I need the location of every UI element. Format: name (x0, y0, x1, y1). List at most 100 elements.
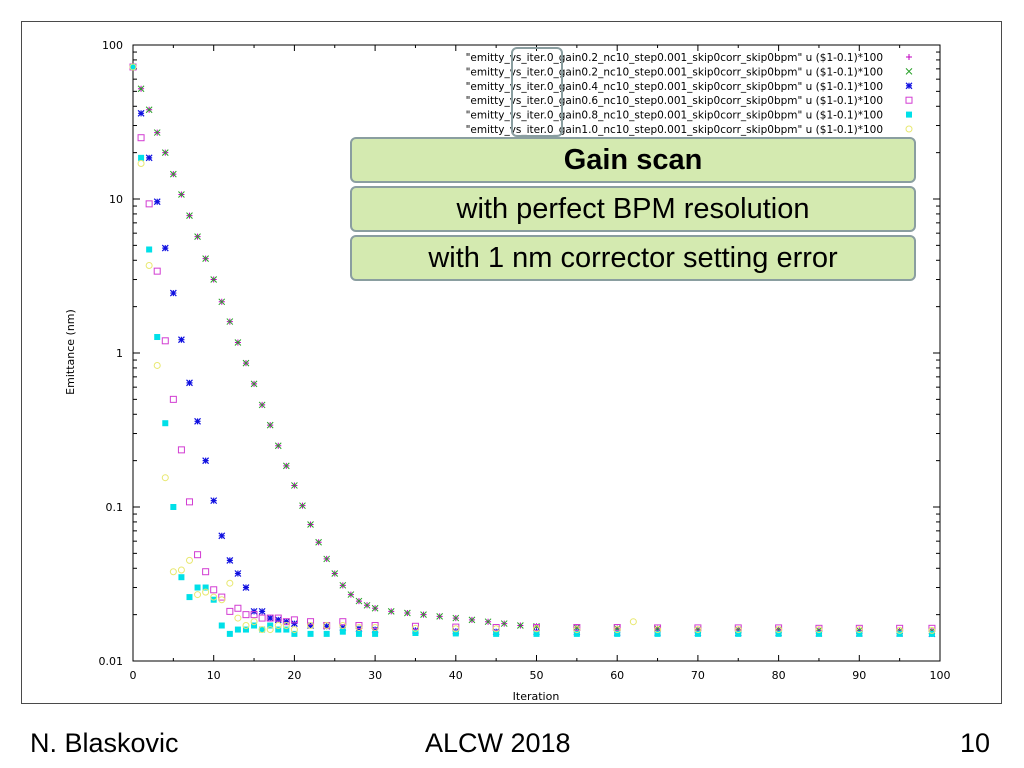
data-point (282, 618, 290, 626)
data-point (146, 246, 153, 253)
data-point (202, 457, 210, 465)
data-point (242, 622, 250, 630)
data-point (145, 106, 153, 114)
y-axis-title: Emittance (nm) (64, 309, 77, 395)
data-point (283, 626, 290, 633)
data-point (170, 504, 177, 510)
legend-marker (905, 68, 913, 75)
data-point (411, 622, 419, 630)
data-point (259, 626, 266, 633)
data-point (226, 579, 234, 587)
data-point (614, 630, 621, 637)
data-point (613, 624, 621, 632)
data-point (452, 614, 460, 622)
data-point (339, 624, 347, 631)
data-point (258, 607, 266, 615)
legend-label: "emitty_vs_iter.0_gain0.6_nc10_step0.001… (466, 95, 883, 107)
x-tick-label: 100 (930, 669, 951, 682)
data-point (250, 611, 258, 619)
data-point (250, 380, 258, 388)
data-point (307, 630, 314, 637)
data-point (202, 588, 210, 596)
data-point (339, 628, 346, 635)
data-point (138, 154, 145, 161)
data-point (654, 626, 662, 634)
data-point (266, 614, 274, 622)
data-point (218, 593, 226, 601)
series-5 (129, 63, 936, 634)
data-point (186, 212, 193, 219)
data-point (185, 556, 193, 564)
x-tick-label: 30 (368, 669, 382, 682)
data-point (436, 612, 444, 620)
data-point (290, 620, 298, 627)
data-point (258, 614, 266, 622)
data-point (251, 622, 258, 629)
data-point (145, 261, 153, 269)
data-point (815, 630, 822, 637)
gain-highlight-box (511, 47, 563, 137)
data-point (282, 622, 290, 630)
data-point (177, 446, 185, 454)
data-point (274, 616, 282, 624)
data-point (573, 624, 581, 632)
data-point (355, 597, 363, 605)
data-point (275, 626, 282, 633)
data-point (855, 626, 863, 634)
data-point (775, 630, 782, 637)
data-point (323, 622, 331, 630)
data-point (355, 624, 363, 632)
callout-line-1: with perfect BPM resolution (456, 192, 810, 225)
data-point (194, 584, 201, 591)
data-point (420, 611, 427, 618)
legend: "emitty_vs_iter.0_gain0.2_nc10_step0.001… (466, 52, 913, 136)
y-tick-label: 100 (102, 39, 123, 52)
data-point (371, 622, 379, 630)
x-tick-label: 40 (449, 669, 463, 682)
data-point (153, 267, 161, 275)
data-point (363, 601, 371, 609)
data-point (266, 614, 274, 622)
data-point (291, 482, 298, 489)
data-point (234, 614, 242, 622)
x-tick-label: 90 (852, 669, 866, 682)
data-point (815, 626, 823, 634)
legend-label: "emitty_vs_iter.0_gain0.2_nc10_step0.001… (466, 52, 883, 64)
data-point (185, 498, 193, 506)
data-point (500, 620, 508, 627)
footer-event: ALCW 2018 (425, 728, 571, 758)
y-tick-label: 1 (116, 347, 123, 360)
data-point (299, 502, 306, 510)
data-point (307, 622, 315, 630)
data-point (694, 630, 701, 637)
data-point (161, 474, 169, 482)
data-point (145, 154, 153, 162)
data-point (258, 626, 266, 634)
data-point (153, 129, 161, 136)
legend-label: "emitty_vs_iter.0_gain1.0_nc10_step0.001… (466, 124, 883, 136)
data-point (242, 584, 250, 591)
data-point (267, 622, 274, 629)
y-tick-label: 0.1 (106, 501, 124, 514)
bpm-resolution-callout: with perfect BPM resolution (350, 186, 916, 232)
data-point (339, 581, 347, 589)
data-point (178, 574, 185, 581)
data-point (153, 361, 161, 369)
data-point (371, 626, 379, 633)
data-point (274, 442, 282, 450)
data-point (137, 134, 145, 142)
corrector-error-callout: with 1 nm corrector setting error (350, 235, 916, 281)
data-point (928, 626, 936, 634)
data-point (210, 497, 218, 505)
data-point (282, 462, 290, 470)
x-tick-label: 0 (130, 669, 137, 682)
y-tick-label: 0.01 (99, 655, 124, 668)
data-point (194, 233, 201, 240)
data-point (162, 420, 169, 427)
data-marks (129, 63, 936, 638)
data-point (169, 289, 177, 297)
legend-label: "emitty_vs_iter.0_gain0.4_nc10_step0.001… (466, 81, 883, 93)
data-point (137, 109, 145, 117)
data-point (404, 609, 411, 617)
